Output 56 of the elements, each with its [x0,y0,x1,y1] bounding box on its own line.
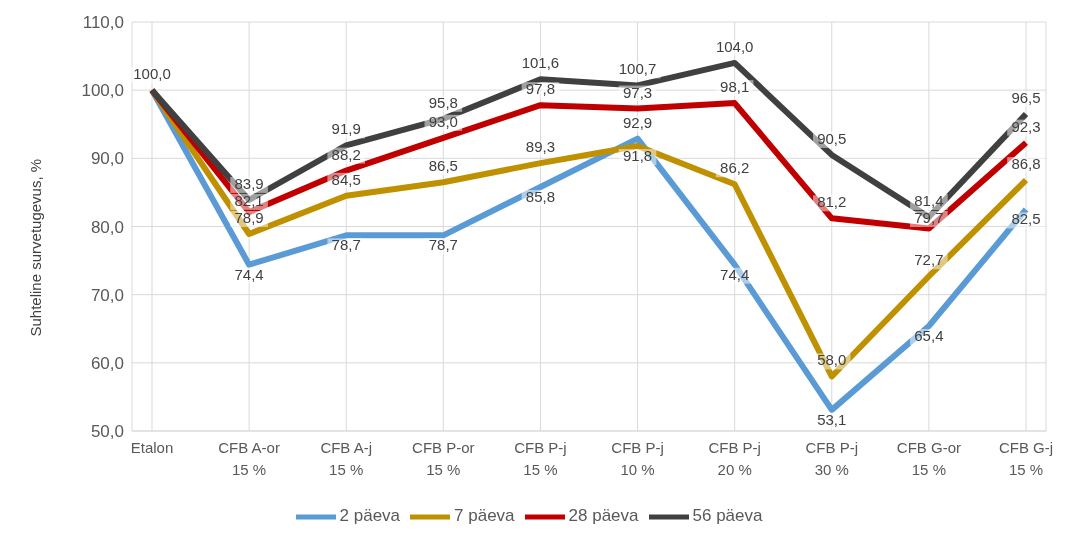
data-label: 53,1 [817,410,847,428]
data-label: 92,3 [1011,117,1041,135]
data-label: 104,0 [715,37,754,55]
legend-label: 2 päeva [339,506,401,526]
data-label: 93,0 [428,112,458,130]
data-label: 101,6 [521,54,560,72]
data-label: 100,7 [618,60,657,78]
x-tick-label: CFB A-or 15 % [218,439,280,478]
data-label: 98,1 [720,78,750,96]
data-label: 83,9 [234,174,264,192]
data-label: 95,8 [428,93,458,111]
data-label: 82,5 [1011,210,1041,228]
x-tick-label: CFB P-j 30 % [805,439,859,478]
legend-label: 56 päeva [692,506,763,526]
data-label: 86,8 [1011,155,1041,173]
data-label: 92,9 [622,113,653,131]
y-tick-label: 70,0 [90,285,124,305]
data-label: 91,9 [331,120,361,138]
data-label: 82,1 [234,191,264,209]
x-tick-label: CFB G-j 15 % [998,439,1054,478]
data-label: 88,2 [331,145,361,163]
x-tick-label: CFB P-or 15 % [412,439,475,478]
data-label: 74,4 [720,265,750,283]
data-label: 74,4 [234,265,264,283]
x-tick-label: Etalon [130,439,174,456]
x-tick-label: CFB P-j 10 % [611,439,664,478]
data-label: 90,5 [817,129,847,147]
y-tick-label: 100,0 [81,81,124,101]
data-label: 89,3 [525,138,556,156]
data-label: 78,7 [331,236,361,254]
data-label: 91,8 [622,147,653,165]
legend-label: 28 päeva [568,506,639,526]
data-label: 86,2 [720,159,750,177]
data-label: 86,5 [428,157,458,175]
data-label: 97,3 [622,83,653,101]
y-tick-label: 60,0 [90,353,124,373]
x-tick-label: CFB P-j 20 % [708,439,761,478]
y-tick-label: 50,0 [90,422,124,442]
x-tick-label: CFB P-j 15 % [514,439,567,478]
data-label: 81,4 [914,191,944,209]
x-tick-label: CFB A-j 15 % [320,439,373,478]
y-axis-title: Suhteline survetugevus, % [27,158,45,337]
y-tick-label: 110,0 [82,13,124,33]
legend-label: 7 päeva [454,506,515,526]
y-tick-label: 80,0 [90,217,124,237]
data-label: 65,4 [914,327,944,345]
data-label: 96,5 [1011,89,1041,107]
data-label: 97,8 [525,80,556,98]
data-label: 84,5 [331,170,361,188]
data-label: 78,7 [428,236,458,254]
data-label: 85,8 [525,187,556,205]
data-label: 79,7 [914,208,944,226]
data-label: 100,0 [133,65,171,83]
y-tick-label: 90,0 [90,149,124,169]
data-label: 72,7 [914,251,944,269]
x-tick-label: CFB G-or 15 % [896,439,961,478]
